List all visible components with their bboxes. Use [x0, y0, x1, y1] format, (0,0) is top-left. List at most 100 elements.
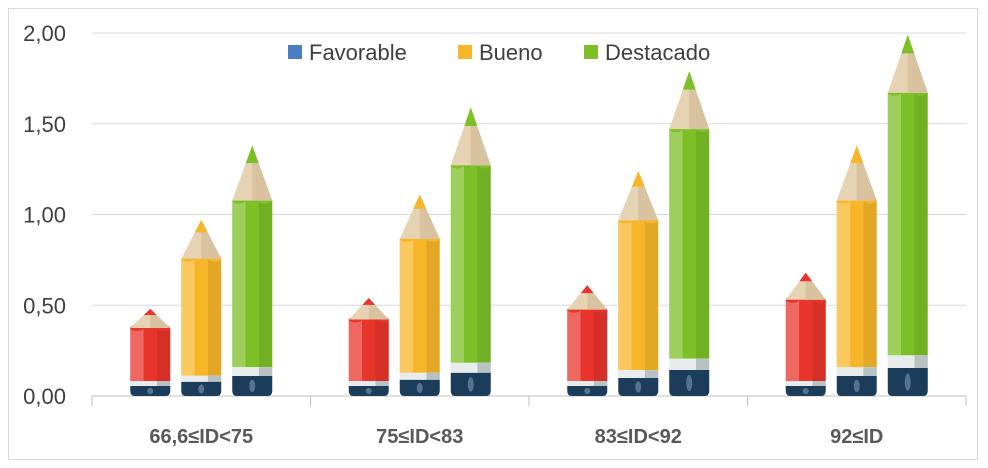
pencil-band	[130, 381, 171, 386]
pencil-tip	[580, 285, 594, 294]
pencil-bar	[785, 272, 826, 396]
pencil-shade	[695, 129, 710, 359]
pencil-band-shade	[863, 367, 877, 376]
pencil-eraser-shine	[467, 377, 474, 392]
legend-swatch	[458, 45, 472, 59]
pencil-band	[450, 362, 491, 373]
pencil-eraser-shine	[853, 379, 860, 393]
pencil-tip	[901, 34, 915, 54]
pencil-eraser-shine	[635, 381, 642, 393]
pencil-highlight	[567, 309, 581, 381]
pencil-tip	[631, 170, 645, 187]
pencil-shade	[207, 258, 222, 376]
pencil-cone-shade	[638, 170, 659, 221]
pencil-band	[232, 367, 273, 376]
pencil-shade	[644, 220, 659, 371]
x-tick-label: 75≤ID<83	[376, 426, 463, 448]
pencil-body	[836, 200, 877, 368]
pencil-band-shade	[375, 381, 389, 386]
legend-item: Destacado	[584, 40, 710, 65]
pencil-body	[669, 129, 710, 359]
pencil-highlight	[450, 165, 465, 363]
pencil-body	[450, 165, 491, 363]
pencil-shade	[258, 200, 273, 368]
pencil-cone-shade	[201, 219, 222, 259]
pencil-bar	[887, 34, 928, 396]
pencil-body	[130, 328, 171, 381]
pencil-shade	[156, 328, 171, 381]
pencil-band	[348, 381, 389, 386]
pencil-eraser-shine	[584, 387, 591, 395]
pencil-highlight	[669, 129, 683, 359]
pencil-band	[618, 370, 659, 378]
pencil-bar	[130, 308, 171, 396]
pencil-cone-shade	[805, 272, 826, 300]
pencil-highlight	[130, 328, 144, 381]
pencil-eraser-shine	[802, 387, 809, 395]
x-axis: 66,6≤ID<75 75≤ID<83 83≤ID<92 92≤ID	[91, 396, 967, 448]
pencil-cone-shade	[252, 145, 273, 201]
pencil-highlight	[618, 220, 632, 371]
pencil-bar	[618, 170, 659, 396]
pencil-body	[399, 238, 440, 373]
pencil-eraser-shine	[686, 374, 693, 392]
pencil-bar	[567, 285, 608, 396]
pencil-bar	[399, 194, 440, 396]
pencil-body	[618, 220, 659, 371]
pencil-eraser-shine	[198, 384, 205, 394]
pencil-bar	[232, 145, 273, 396]
legend-swatch	[288, 45, 302, 59]
pencil-band	[181, 375, 222, 382]
pencil-shade	[426, 238, 440, 373]
pencil-band	[567, 381, 608, 386]
y-tick-label: 0,50	[23, 293, 66, 318]
pencil-band-shade	[593, 381, 608, 386]
pencil-highlight	[232, 200, 246, 368]
pencil-body	[181, 258, 222, 376]
pencil-tip	[850, 145, 864, 164]
pencil-band-shade	[644, 370, 659, 378]
pencil-band-shade	[156, 381, 171, 386]
pencil-tip	[682, 71, 696, 90]
pencil-tip	[799, 272, 813, 282]
pencil-shade	[375, 319, 389, 381]
pencil-band-shade	[477, 362, 491, 373]
pencil-band-shade	[207, 375, 222, 382]
pencil-highlight	[887, 92, 902, 356]
pencil-body	[567, 309, 608, 381]
pencil-highlight	[348, 319, 363, 381]
pencil-highlight	[785, 299, 800, 381]
legend: Favorable Bueno Destacado	[288, 40, 710, 65]
y-tick-label: 2,00	[23, 21, 66, 46]
pencil-band-shade	[914, 355, 928, 368]
y-tick-label: 1,00	[23, 203, 66, 228]
legend-label: Favorable	[309, 40, 407, 65]
pencil-bar	[450, 107, 491, 396]
pencil-tip	[194, 219, 208, 233]
pencil-bar	[836, 145, 877, 396]
pencil-eraser-shine	[904, 373, 911, 391]
legend-label: Bueno	[479, 40, 543, 65]
x-tick-label: 92≤ID	[830, 426, 883, 448]
pencil-tip	[143, 308, 157, 316]
legend-label: Destacado	[605, 40, 710, 65]
pencil-tip	[464, 107, 478, 126]
pencil-shade	[593, 309, 608, 381]
pencil-body	[785, 299, 826, 381]
pencil-cone-shade	[419, 194, 440, 239]
pencil-body	[348, 319, 389, 381]
pencil-highlight	[399, 238, 414, 373]
x-tick-label: 83≤ID<92	[595, 426, 682, 448]
pencil-tip	[362, 297, 376, 305]
pencil-cone-shade	[470, 107, 491, 166]
pencil-band	[669, 358, 710, 371]
pencil-eraser-shine	[249, 379, 256, 393]
pencil-shade	[477, 165, 491, 363]
gridlines	[92, 32, 966, 397]
pencil-bar	[348, 297, 389, 396]
pencil-body	[887, 92, 928, 356]
pencil-cone-shade	[856, 145, 877, 201]
pencil-eraser-shine	[416, 382, 423, 393]
pencil-eraser-shine	[147, 387, 154, 395]
pencil-bar	[181, 219, 222, 396]
